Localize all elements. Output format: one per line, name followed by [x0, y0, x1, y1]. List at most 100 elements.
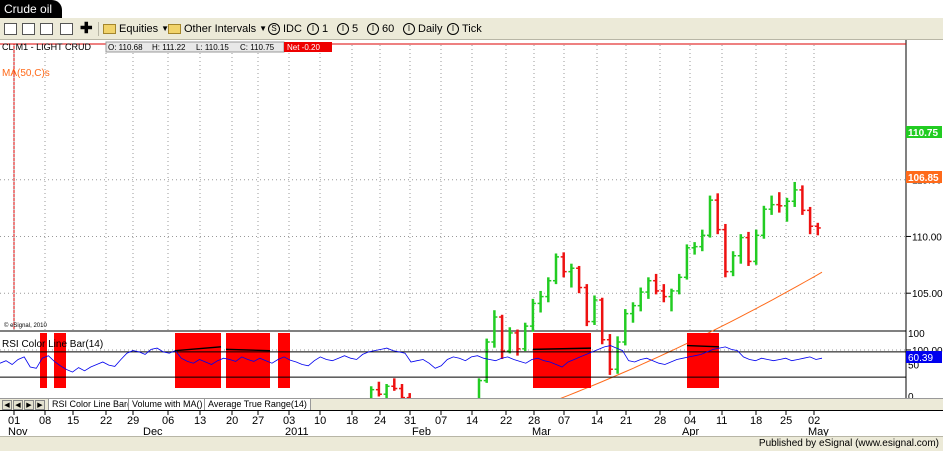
crosshair-icon[interactable]: ✚: [80, 20, 93, 37]
chart-icon[interactable]: [22, 21, 35, 37]
price-bar: [637, 287, 644, 312]
interval-5-label: 5: [352, 23, 359, 35]
title-bar: Crude oil: [0, 0, 943, 18]
price-bar: [784, 197, 790, 222]
price-bar: [730, 251, 737, 277]
x-day-label: 06: [162, 415, 174, 427]
price-bar: [737, 234, 744, 264]
x-month-label: Nov: [8, 426, 28, 436]
rsi-title: RSI Color Line Bar(14): [2, 339, 103, 350]
x-day-label: 02: [808, 415, 820, 427]
x-day-label: 07: [558, 415, 570, 427]
price-bar: [553, 253, 559, 285]
price-bar: [653, 273, 660, 295]
price-bar: [630, 302, 636, 323]
price-bar: [768, 195, 775, 215]
x-day-label: 21: [620, 415, 632, 427]
price-bar: [699, 229, 706, 252]
x-month-label: 2011: [285, 426, 309, 436]
interval-1-label: 1: [322, 23, 329, 35]
s-icon: S: [268, 23, 280, 35]
interval-icon: I: [307, 23, 319, 35]
price-bar: [369, 386, 375, 398]
equities-label: Equities: [119, 23, 159, 35]
x-month-label: Apr: [682, 426, 699, 436]
y-tick-label: 105.00: [912, 289, 943, 300]
x-day-label: 25: [780, 415, 792, 427]
x-day-label: 29: [127, 415, 139, 427]
price-bar: [753, 229, 760, 265]
tick-label: Tick: [462, 23, 482, 35]
price-bar: [576, 265, 583, 294]
low-value: L: 110.15: [196, 43, 229, 52]
price-bar: [776, 192, 783, 213]
rsi-tick-label: 100: [908, 329, 925, 340]
x-day-label: 07: [435, 415, 447, 427]
interval-icon: I: [367, 23, 379, 35]
rsi-pane: 0 50 100: [0, 329, 925, 398]
price-bar: [814, 222, 821, 236]
rsi-tick-label: 0: [908, 392, 914, 398]
price-bar: [606, 334, 613, 375]
x-month-label: Feb: [412, 426, 431, 436]
x-day-label: 18: [346, 415, 358, 427]
x-day-label: 04: [684, 415, 696, 427]
price-bar: [645, 277, 652, 299]
equities-menu[interactable]: Equities ▼: [103, 21, 169, 37]
x-month-label: Dec: [143, 426, 163, 436]
price-bar: [676, 273, 683, 295]
daily-button[interactable]: I Daily: [403, 21, 442, 37]
rsi-overbought-line: [532, 347, 592, 351]
folder-icon: [168, 24, 181, 34]
x-day-label: 14: [466, 415, 478, 427]
x-day-label: 27: [252, 415, 264, 427]
price-bar: [506, 327, 513, 354]
open-value: O: 110.68: [108, 43, 143, 52]
other-intervals-menu[interactable]: Other Intervals ▼: [168, 21, 267, 37]
interval-icon: I: [337, 23, 349, 35]
interval-60-button[interactable]: I 60: [367, 21, 394, 37]
price-bar: [406, 393, 411, 398]
intervals-label: Other Intervals: [184, 23, 257, 35]
first-tab-button[interactable]: ◀: [2, 400, 12, 410]
rsi-line: [0, 345, 823, 373]
price-bar: [537, 290, 544, 313]
last-tab-button[interactable]: ▶: [35, 400, 45, 410]
price-bar: [599, 297, 606, 345]
high-value: H: 111.22: [152, 43, 186, 52]
rsi-band: [687, 333, 719, 388]
price-bar: [683, 244, 690, 280]
folder-icon: [103, 24, 116, 34]
x-month-label: Mar: [532, 426, 551, 436]
price-bar: [560, 252, 567, 278]
grid-icon[interactable]: [4, 21, 17, 37]
x-month-label: May: [808, 426, 829, 436]
price-bar: [622, 309, 629, 346]
table-icon[interactable]: [60, 21, 73, 37]
price-bar: [529, 298, 536, 332]
price-bar: [483, 338, 490, 383]
prev-tab-button[interactable]: ◀: [13, 400, 23, 410]
price-bar: [668, 288, 675, 312]
rsi-overbought-line: [174, 346, 222, 352]
dropdown-arrow-icon: ▼: [259, 24, 268, 33]
x-day-label: 22: [100, 415, 112, 427]
net-change: Net -0.20: [287, 43, 320, 52]
rsi-value-label: 60.39: [908, 353, 933, 364]
price-bar: [660, 284, 667, 303]
publisher-label: Published by eSignal (www.esignal.com): [758, 438, 939, 449]
next-tab-button[interactable]: ▶: [24, 400, 34, 410]
tick-button[interactable]: I Tick: [447, 21, 482, 37]
grid: [0, 45, 906, 351]
y-tick-label: 110.00: [912, 232, 942, 243]
idc-button[interactable]: S IDC: [268, 21, 302, 37]
price-bar: [591, 295, 598, 325]
price-bar: [522, 322, 529, 352]
rsi-band: [278, 333, 290, 388]
price-bar: [722, 223, 729, 278]
lock-icon[interactable]: [40, 21, 53, 37]
